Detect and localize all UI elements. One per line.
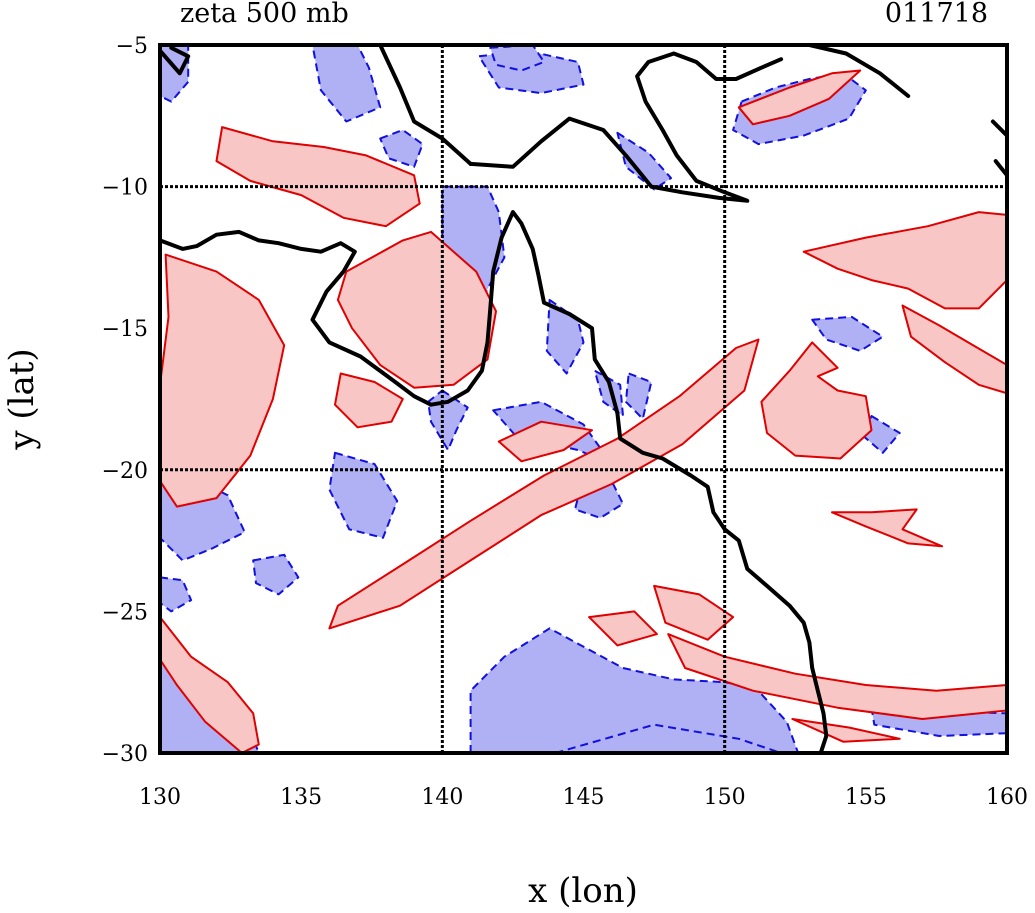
positive-vorticity-region-8 <box>653 584 735 641</box>
positive-vorticity-region-9 <box>588 610 658 647</box>
x-axis-label: x (lon) <box>528 871 638 911</box>
positive-vorticity-region-7 <box>667 633 1007 720</box>
x-tick-label-135: 135 <box>280 785 322 810</box>
negative-vorticity-region-23 <box>160 576 193 613</box>
negative-vorticity-region-1 <box>311 45 382 123</box>
negative-vorticity-region-15 <box>616 131 672 191</box>
coastline-segment-1 <box>468 51 784 203</box>
negative-vorticity-region-22 <box>252 553 300 596</box>
x-tick-label-150: 150 <box>704 785 746 810</box>
coastline-segment-5 <box>160 45 191 76</box>
negative-vorticity-region-16 <box>811 315 884 352</box>
positive-vorticity-region-14 <box>737 69 862 126</box>
negative-vorticity-region-10 <box>328 451 399 539</box>
negative-vorticity-region-20 <box>489 45 545 72</box>
map-timestamp: 011718 <box>885 0 988 29</box>
negative-vorticity-region-21 <box>379 129 424 168</box>
y-tick-labels: −5 −10 −15 −20 −25 −30 <box>102 34 148 767</box>
coastline-segment-4 <box>990 119 1007 138</box>
positive-vorticity-region-3 <box>334 372 404 429</box>
positive-vorticity-region-2 <box>336 230 497 389</box>
x-tick-label-155: 155 <box>845 785 887 810</box>
x-tick-label-145: 145 <box>563 785 605 810</box>
positive-vorticity-region-1 <box>215 126 421 228</box>
x-tick-label-130: 130 <box>139 785 181 810</box>
positive-vorticity-region-10 <box>802 211 1007 310</box>
map-frame <box>158 43 1009 755</box>
y-tick-label-minus20: −20 <box>102 459 148 484</box>
positive-vorticity-region-4 <box>160 616 260 753</box>
negative-vorticity-region-11 <box>469 627 800 753</box>
map-title: zeta 500 mb <box>180 0 349 29</box>
coastline-segment-3 <box>807 45 911 98</box>
x-tick-label-140: 140 <box>421 785 463 810</box>
map-plot-area <box>160 45 1007 753</box>
x-tick-labels: 130 135 140 145 150 155 160 <box>139 785 1028 810</box>
y-tick-label-minus25: −25 <box>102 600 148 625</box>
positive-vorticity-region-13 <box>831 508 944 548</box>
negative-vorticity-region-18 <box>624 372 653 420</box>
y-axis-label: y (lat) <box>2 348 42 450</box>
y-tick-label-minus5: −5 <box>116 34 148 59</box>
y-tick-label-minus15: −15 <box>102 317 148 342</box>
coastline-layer <box>160 45 1007 753</box>
positive-vorticity-region-6 <box>497 420 593 463</box>
y-tick-label-minus30: −30 <box>102 742 148 767</box>
positive-vorticity-layer <box>160 69 1007 753</box>
coastline-segment-0 <box>160 210 829 753</box>
lat-lon-gridlines <box>160 45 1007 753</box>
positive-vorticity-region-11 <box>901 304 1007 395</box>
positive-vorticity-region-12 <box>760 341 873 460</box>
positive-vorticity-region-5 <box>328 338 760 630</box>
x-tick-label-160: 160 <box>986 785 1028 810</box>
y-tick-label-minus10: −10 <box>102 176 148 201</box>
coastline-segment-2 <box>378 45 473 166</box>
